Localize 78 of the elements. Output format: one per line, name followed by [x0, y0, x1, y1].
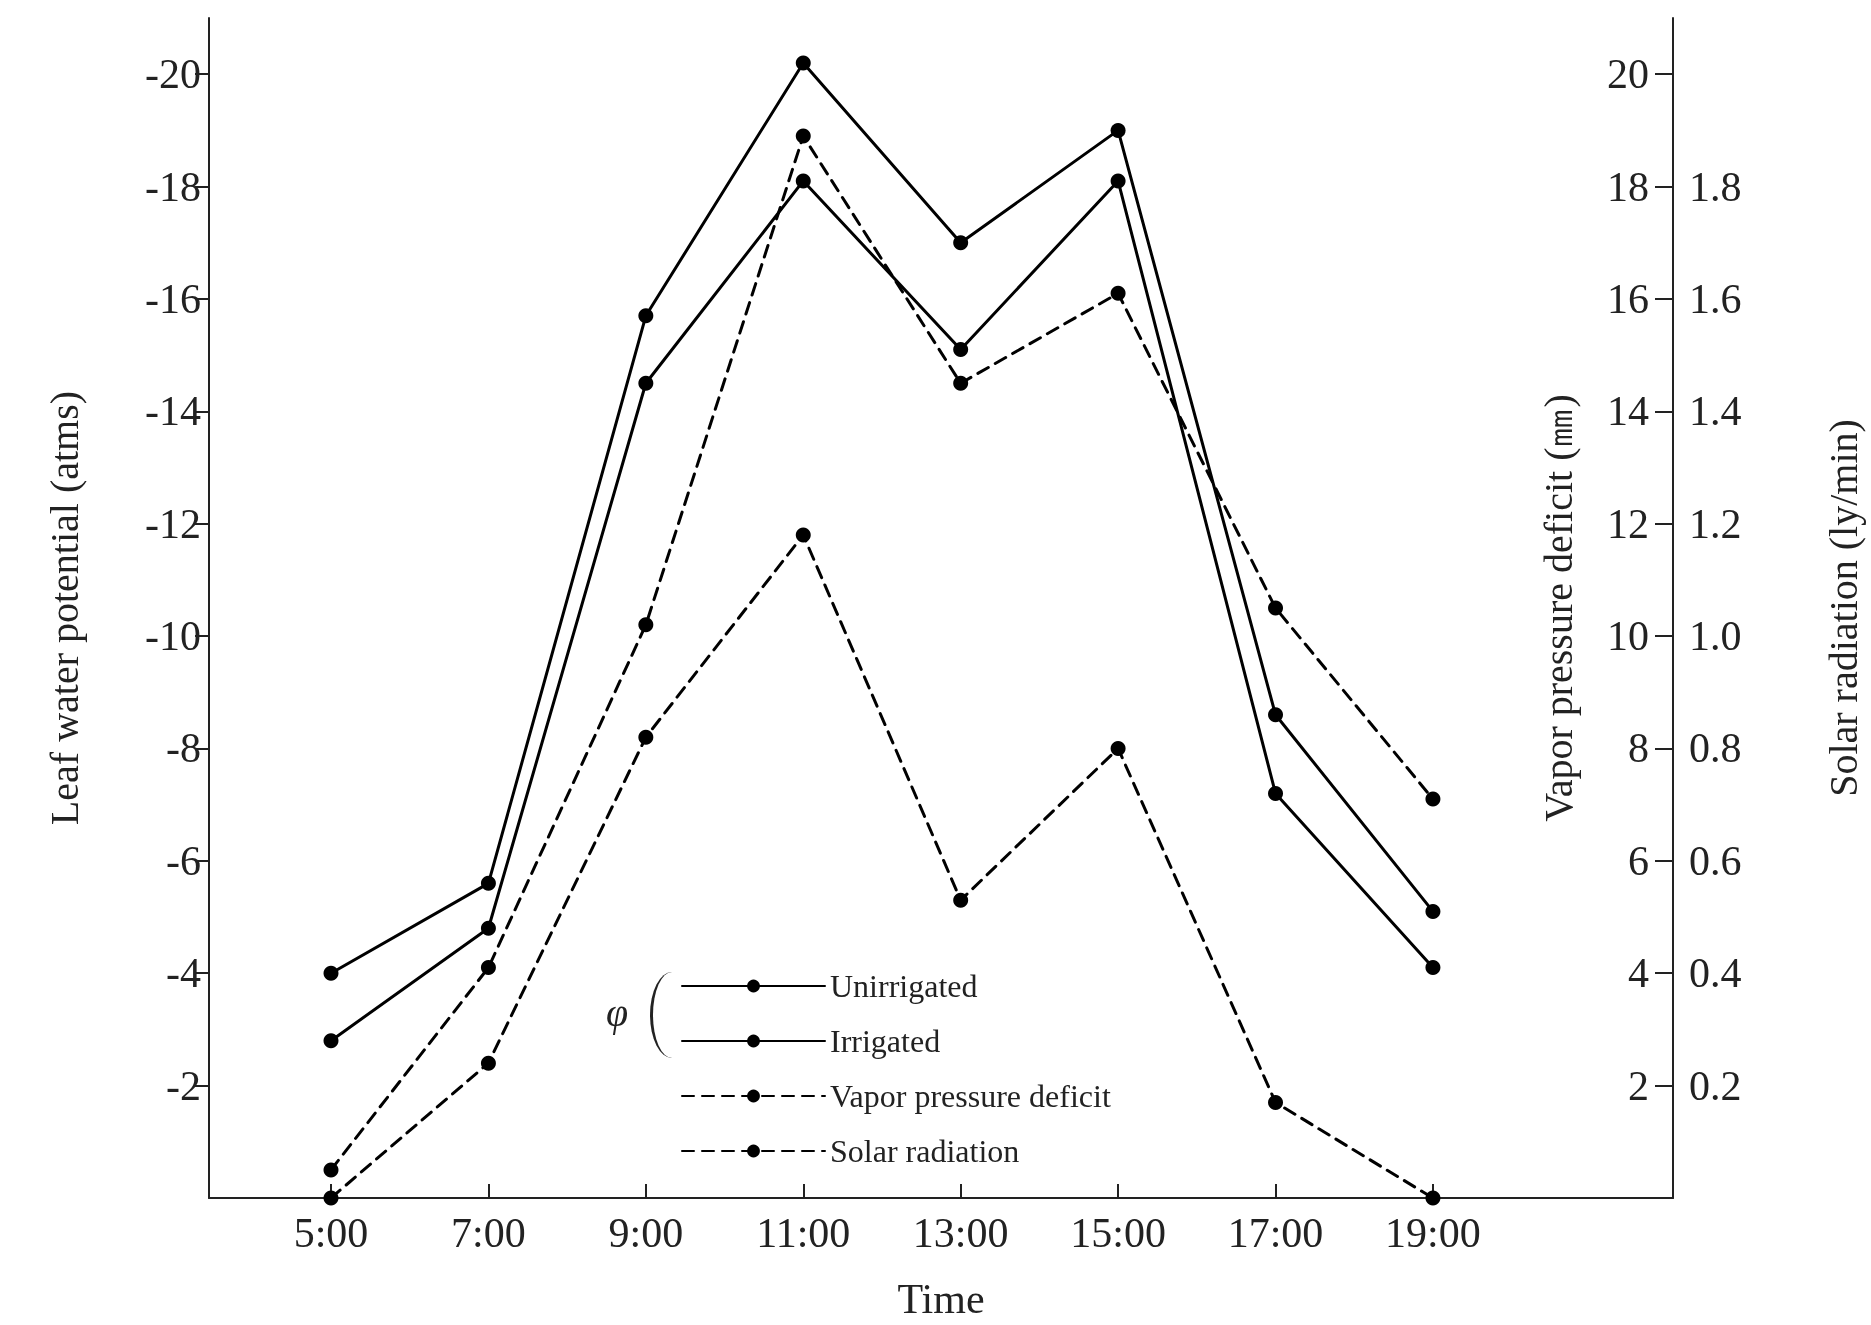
x-tick-label: 11:00: [756, 1210, 851, 1256]
point: [953, 375, 969, 391]
y-tick-label: -18: [145, 163, 201, 210]
y2-axis-title: Vapor pressure deficit (㎜): [1535, 394, 1581, 822]
point: [638, 375, 654, 391]
point: [795, 55, 811, 71]
y-tick-label: -2: [166, 1062, 201, 1109]
point: [638, 729, 654, 745]
point: [638, 617, 654, 633]
y-tick-label: -8: [166, 725, 201, 772]
y2-tick-label: 6: [1628, 837, 1649, 884]
point: [323, 1162, 339, 1178]
y3-tick-label: 0.4: [1689, 950, 1742, 997]
y2-tick-label: 12: [1607, 500, 1649, 547]
x-tick-label: 15:00: [1070, 1210, 1166, 1256]
y-axis-title: Leaf water potential (atms): [41, 390, 87, 826]
y3-tick-label: 0.6: [1689, 837, 1742, 884]
y2-tick-label: 8: [1628, 725, 1649, 772]
point: [1268, 707, 1284, 723]
y3-tick-label: 1.0: [1689, 613, 1742, 660]
x-axis-title: Time: [897, 1276, 985, 1322]
point: [638, 308, 654, 324]
point: [1110, 173, 1126, 189]
y2-tick-label: 14: [1607, 388, 1649, 435]
point: [480, 1055, 496, 1071]
point: [1110, 122, 1126, 138]
legend-label: Vapor pressure deficit: [830, 1078, 1111, 1114]
point: [1110, 740, 1126, 756]
x-tick-label: 9:00: [608, 1210, 684, 1256]
y-tick-label: -12: [145, 500, 201, 547]
y2-tick-label: 16: [1607, 275, 1649, 322]
point: [323, 965, 339, 981]
y3-tick-label: 1.4: [1689, 388, 1742, 435]
point: [953, 892, 969, 908]
x-tick-label: 7:00: [451, 1210, 526, 1256]
y-tick-label: -20: [145, 51, 201, 98]
point: [323, 1190, 339, 1206]
x-tick-label: 13:00: [912, 1210, 1009, 1256]
point: [953, 235, 969, 251]
point: [323, 1033, 339, 1049]
y-tick-label: -10: [145, 613, 201, 660]
y3-tick-label: 0.2: [1689, 1062, 1742, 1109]
y-tick-label: -4: [166, 950, 201, 997]
legend-label: Unirrigated: [830, 968, 978, 1004]
x-tick-label: 17:00: [1227, 1210, 1324, 1256]
point: [953, 342, 969, 358]
y3-axis-title: Solar radiation (ly/min): [1820, 419, 1866, 797]
y2-tick-label: 10: [1607, 613, 1649, 660]
y-tick-label: -14: [145, 388, 201, 435]
x-tick-label: 5:00: [293, 1210, 369, 1256]
y2-tick-label: 2: [1628, 1062, 1649, 1109]
point: [1268, 785, 1284, 801]
point: [795, 128, 811, 144]
point: [1268, 1094, 1284, 1110]
point: [795, 527, 811, 543]
legend-title: φ: [606, 989, 629, 1035]
legend-label: Irrigated: [830, 1023, 941, 1059]
y3-tick-label: 1.8: [1689, 163, 1742, 210]
y3-tick-label: 0.8: [1689, 725, 1742, 772]
y2-tick-label: 18: [1607, 163, 1649, 210]
y2-tick-label: 4: [1628, 950, 1649, 997]
point: [795, 173, 811, 189]
point: [1425, 903, 1441, 919]
y-tick-label: -16: [145, 275, 201, 322]
point: [1425, 791, 1441, 807]
y3-tick-label: 1.6: [1689, 275, 1742, 322]
point: [480, 920, 496, 936]
y2-tick-label: 20: [1607, 51, 1649, 98]
point: [1425, 960, 1441, 976]
point: [480, 960, 496, 976]
point: [480, 875, 496, 891]
point: [1110, 285, 1126, 301]
legend-label: Solar radiation: [830, 1133, 1020, 1169]
y-tick-label: -6: [166, 837, 201, 884]
x-tick-label: 19:00: [1385, 1210, 1481, 1256]
point: [1268, 600, 1284, 616]
y3-tick-label: 1.2: [1689, 500, 1742, 547]
point: [1425, 1190, 1441, 1206]
